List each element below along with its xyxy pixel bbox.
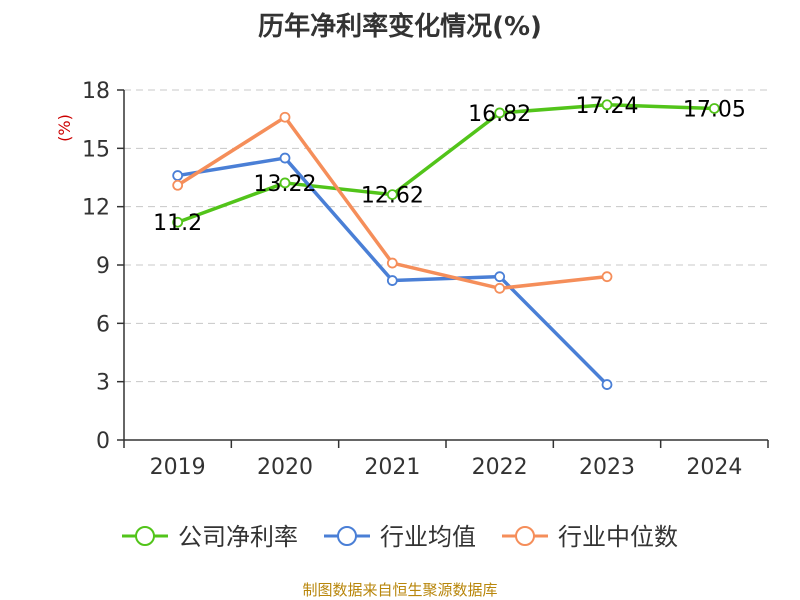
legend-label: 公司净利率 <box>178 523 298 551</box>
data-point-2-2 <box>386 257 398 269</box>
x-tick-label: 2023 <box>579 455 635 480</box>
data-label: 12.62 <box>361 184 424 209</box>
data-point-1-3 <box>494 271 506 283</box>
y-axis-unit-label: (%) <box>55 114 74 142</box>
data-point-1-2 <box>386 275 398 286</box>
legend[interactable]: 公司净利率 行业均值 行业中位数 <box>122 523 678 551</box>
y-tick-label: 9 <box>96 254 110 279</box>
source-note: 制图数据来自恒生聚源数据库 <box>302 581 498 599</box>
x-tick-label: 2022 <box>472 455 528 480</box>
legend-item-0[interactable]: 公司净利率 <box>122 523 298 551</box>
data-point-2-3 <box>494 282 506 294</box>
y-tick-label: 15 <box>82 137 110 162</box>
data-point-1-4 <box>601 379 613 390</box>
data-label: 17.24 <box>576 94 639 119</box>
series-line-0 <box>175 103 717 224</box>
axes: 0 3 6 9 12 15 18 2019 2020 2021 2022 2023 2024 <box>82 79 769 480</box>
legend-label: 行业中位数 <box>558 523 678 551</box>
legend-swatch-marker <box>337 526 357 546</box>
data-labels: 11.2 13.22 12.62 16.82 17.24 17.05 <box>153 94 746 236</box>
data-point-1-1 <box>279 152 291 164</box>
y-tick-label: 6 <box>96 312 110 337</box>
legend-label: 行业均值 <box>380 523 476 551</box>
grid-lines <box>124 89 768 383</box>
legend-item-1[interactable]: 行业均值 <box>324 523 476 551</box>
y-tick-label: 3 <box>96 371 110 396</box>
data-point-1-0 <box>172 170 184 181</box>
data-label: 11.2 <box>153 211 202 236</box>
data-point-0-4 <box>601 99 613 111</box>
y-tick-label: 18 <box>82 79 110 104</box>
y-tick-label: 12 <box>82 196 110 221</box>
chart-title: 历年净利率变化情况(%) <box>258 12 542 42</box>
data-point-2-0 <box>172 179 184 191</box>
data-point-0-2 <box>386 189 398 201</box>
x-tick-label: 2020 <box>257 455 313 480</box>
data-point-0-5 <box>708 103 720 114</box>
data-point-2-4 <box>601 271 613 283</box>
legend-item-2[interactable]: 行业中位数 <box>502 523 678 551</box>
x-tick-label: 2024 <box>686 455 742 480</box>
data-point-0-1 <box>279 177 291 189</box>
data-label: 17.05 <box>683 97 746 122</box>
x-tick-label: 2019 <box>150 455 206 480</box>
y-tick-label: 0 <box>96 429 110 454</box>
data-point-2-1 <box>279 111 291 123</box>
data-label: 13.22 <box>254 172 317 197</box>
legend-swatch-marker <box>515 526 535 546</box>
data-label: 16.82 <box>468 102 531 127</box>
series <box>172 99 720 390</box>
legend-swatch-marker <box>135 526 155 546</box>
x-tick-label: 2021 <box>364 455 420 480</box>
data-point-0-3 <box>494 107 506 119</box>
data-point-0-0 <box>172 216 184 228</box>
